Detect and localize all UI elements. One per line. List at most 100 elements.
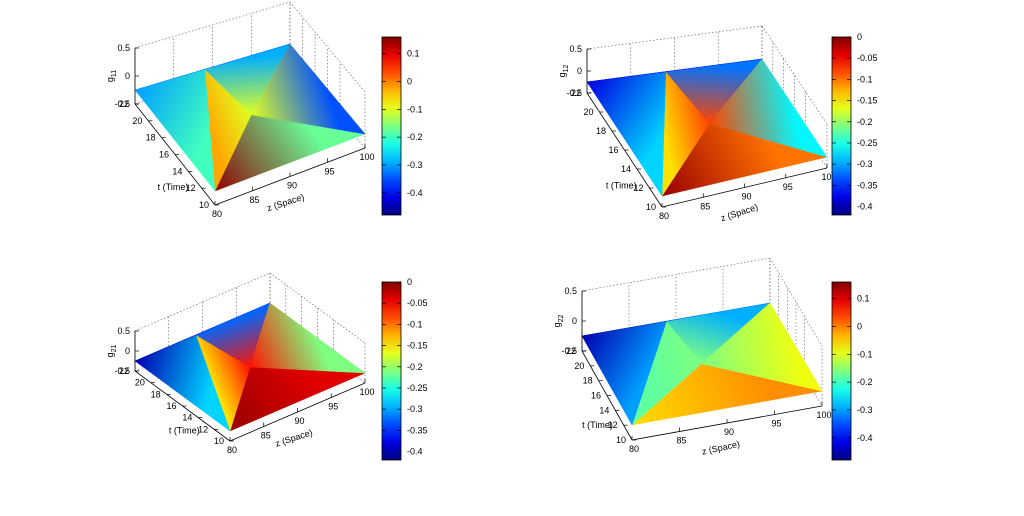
colorbar-tick-label: -0.2: [857, 117, 873, 127]
y-tick-label: 10: [616, 435, 626, 445]
y-tick-label: 20: [583, 107, 593, 117]
x-tick-label: 85: [676, 436, 686, 446]
x-tick-label: 100: [821, 172, 836, 182]
x-tick-label: 95: [783, 182, 793, 192]
x-axis-label: z (Space): [274, 427, 314, 448]
colorbar-tick-label: -0.05: [407, 298, 428, 308]
z-axis-label: g22: [552, 314, 565, 327]
z-tick-label: 0: [572, 316, 577, 326]
colorbar-tick-label: -0.4: [407, 188, 423, 198]
colorbar-tick-label: -0.2: [407, 132, 423, 142]
x-tick-label: 80: [629, 444, 639, 454]
colorbar-tick-label: -0.35: [407, 425, 428, 435]
surface-patch: [709, 58, 828, 158]
z-tick-label: -0.5: [114, 366, 130, 376]
colorbar-gradient: [831, 281, 852, 461]
z-axis-label-main: g: [105, 352, 115, 357]
z-tick-label: 0.5: [117, 326, 130, 336]
colorbar-tick-label: -0.1: [407, 319, 423, 329]
x-tick-label: 95: [771, 419, 781, 429]
colorbar-tick-label: -0.05: [857, 53, 878, 63]
y-tick-label: 16: [159, 150, 169, 160]
colorbar-tick-label: -0.1: [407, 104, 423, 114]
colorbar: 0 -0.05 -0.1 -0.15 -0.2 -0.25 -0.3 -0.35 -0.4: [831, 32, 878, 216]
z-tick-label: 0.5: [569, 44, 582, 54]
y-tick-label: 12: [186, 183, 196, 193]
z-tick-label: 0.5: [564, 286, 577, 296]
y-tick-label: 22: [119, 99, 129, 109]
colorbar-tick-label: -0.3: [857, 405, 873, 415]
z-axis-label: g12: [557, 64, 570, 77]
colorbar-tick-label: -0.4: [857, 202, 873, 212]
colorbar-tick-label: 0: [407, 77, 412, 87]
colorbar-tick-label: -0.3: [857, 159, 873, 169]
y-tick-label: 16: [166, 401, 176, 411]
colorbar-gradient: [381, 281, 402, 461]
colorbar-tick-label: -0.25: [407, 383, 428, 393]
z-axis-label-main: g: [105, 77, 115, 82]
z-axis-label-subscript: 11: [111, 70, 118, 77]
y-tick-label: 12: [633, 183, 643, 193]
colorbar-tick-label: -0.1: [857, 74, 873, 84]
z-tick-label: 0: [125, 346, 130, 356]
surface-patch: [249, 302, 366, 374]
grid-line: [769, 258, 823, 347]
colorbar-tick-label: -0.15: [407, 341, 428, 351]
y-tick-label: 22: [119, 366, 129, 376]
surface: [586, 58, 828, 197]
y-tick-label: 18: [151, 389, 161, 399]
x-tick-label: 80: [212, 209, 222, 219]
grid-line: [134, 1, 291, 49]
surface-patch: [700, 302, 823, 392]
colorbar: 0.1 0 -0.1 -0.2 -0.3 -0.4: [381, 36, 423, 216]
y-tick-label: 22: [571, 88, 581, 98]
x-axis-label: z (Space): [266, 192, 306, 213]
y-tick-label: 10: [214, 436, 224, 446]
subplot-g22: 80 85 90 95 100 10 12 14 16 18 20 22 0.5 0 -0.5 z (Spac…: [512, 258, 1024, 516]
z-tick-label: 0: [125, 71, 130, 81]
x-tick-label: 90: [724, 427, 734, 437]
y-tick-label: 10: [646, 202, 656, 212]
z-tick-label: -0.5: [561, 346, 577, 356]
x-tick-label: 95: [324, 166, 334, 176]
colorbar: 0.1 0 -0.1 -0.2 -0.3 -0.4: [831, 281, 873, 461]
y-tick-label: 22: [566, 346, 576, 356]
z-tick-label: -0.5: [566, 88, 582, 98]
z-tick-label: 0.5: [117, 43, 130, 53]
y-axis-label: t (Time): [582, 420, 613, 430]
y-tick-label: 14: [172, 166, 182, 176]
y-tick-label: 18: [596, 126, 606, 136]
surface: [581, 302, 823, 426]
z-axis-label: g21: [105, 344, 118, 357]
subplot-g12: 80 85 90 95 100 10 12 14 16 18 20 22 0.5 0 -0.5 z (Spac…: [512, 0, 1024, 258]
colorbar-tick-label: -0.4: [857, 433, 873, 443]
y-tick-label: 20: [132, 116, 142, 126]
colorbar-tick-label: -0.15: [857, 96, 878, 106]
colorbar-tick-label: -0.4: [407, 447, 423, 457]
y-tick-label: 12: [198, 424, 208, 434]
surface-patch: [586, 58, 763, 83]
y-axis-label: t (Time): [169, 426, 200, 436]
colorbar-tick-label: -0.25: [857, 138, 878, 148]
z-axis-label-main: g: [557, 72, 567, 77]
y-axis-label: t (Time): [606, 181, 637, 191]
x-tick-label: 85: [249, 195, 259, 205]
z-axis-label-subscript: 22: [558, 314, 565, 322]
z-tick-label: 0: [577, 66, 582, 76]
axes: 80 85 90 95 100 10 12 14 16 18 20 22 0.5 0 -0.5 z (Spac…: [552, 286, 832, 457]
colorbar-gradient: [831, 36, 852, 216]
y-tick-label: 14: [599, 405, 609, 415]
colorbar-tick-label: -0.3: [407, 160, 423, 170]
z-axis-label-subscript: 12: [563, 64, 570, 72]
subplot-g21: 80 85 90 95 100 10 12 14 16 18 20 22 0.5 0 -0.5 z (Spac…: [0, 258, 512, 516]
colorbar-tick-label: -0.3: [407, 404, 423, 414]
x-axis-label: z (Space): [719, 202, 759, 223]
colorbar-gradient: [381, 36, 402, 216]
x-tick-label: 90: [741, 192, 751, 202]
y-tick-label: 12: [608, 420, 618, 430]
x-tick-label: 90: [287, 181, 297, 191]
